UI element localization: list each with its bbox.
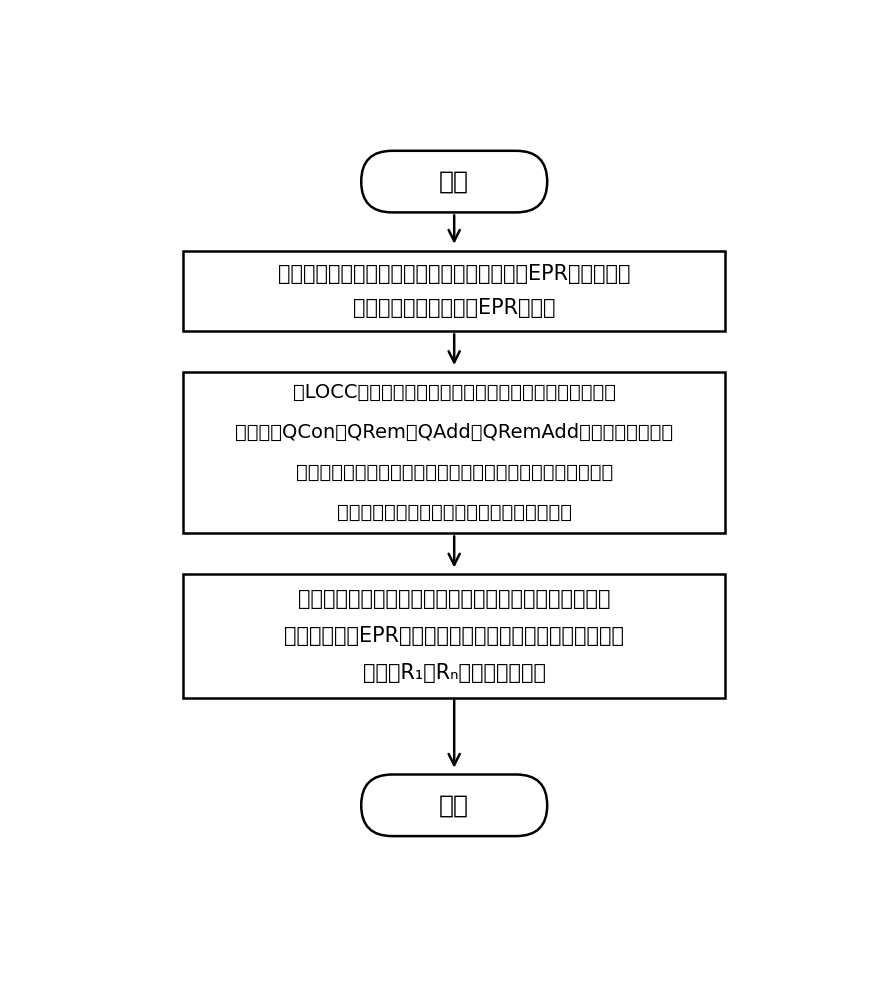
Text: 在具有控制器的量子中继器网络中，对分发给任意相邻的: 在具有控制器的量子中继器网络中，对分发给任意相邻的 xyxy=(298,589,610,609)
Text: 法，提供QCon、QRem、QAdd、QRemAdd等基本操作，确保: 法，提供QCon、QRem、QAdd、QRemAdd等基本操作，确保 xyxy=(235,423,672,442)
FancyBboxPatch shape xyxy=(361,151,547,212)
Text: 生成从R₁到Rₙ的量子纠缠信道: 生成从R₁到Rₙ的量子纠缠信道 xyxy=(362,663,545,683)
FancyBboxPatch shape xyxy=(183,251,725,331)
Text: 构建具有控制器的量子中继器网络模型，采用EPR对分发方法: 构建具有控制器的量子中继器网络模型，采用EPR对分发方法 xyxy=(277,264,630,284)
FancyBboxPatch shape xyxy=(183,372,725,533)
FancyBboxPatch shape xyxy=(361,774,547,836)
Text: 编码过程中任意合法节点以及控制器之间的通信可以抵御主动: 编码过程中任意合法节点以及控制器之间的通信可以抵御主动 xyxy=(295,463,612,482)
Text: 以LOCC通信为基础，引入具有认证功能的一次一密通信方: 以LOCC通信为基础，引入具有认证功能的一次一密通信方 xyxy=(292,383,615,402)
FancyBboxPatch shape xyxy=(183,574,725,698)
Text: 开始: 开始 xyxy=(439,170,469,194)
Text: 实现中继器节点之间的EPR对分配: 实现中继器节点之间的EPR对分配 xyxy=(353,298,555,318)
Text: 结束: 结束 xyxy=(439,793,469,817)
Text: 中继器节点的EPR对进行编码操作，采用量子信道生成方法: 中继器节点的EPR对进行编码操作，采用量子信道生成方法 xyxy=(284,626,624,646)
Text: 攻击，实现量子中继器网络中节点间安全通信: 攻击，实现量子中继器网络中节点间安全通信 xyxy=(337,503,571,522)
